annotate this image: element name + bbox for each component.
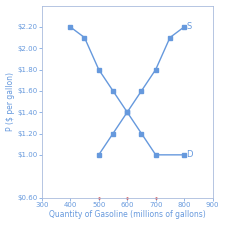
- Text: D: D: [187, 150, 193, 159]
- Y-axis label: P ($ per gallon): P ($ per gallon): [6, 72, 15, 131]
- Text: S: S: [187, 22, 192, 31]
- X-axis label: Quantity of Gasoline (millions of gallons): Quantity of Gasoline (millions of gallon…: [49, 210, 206, 219]
